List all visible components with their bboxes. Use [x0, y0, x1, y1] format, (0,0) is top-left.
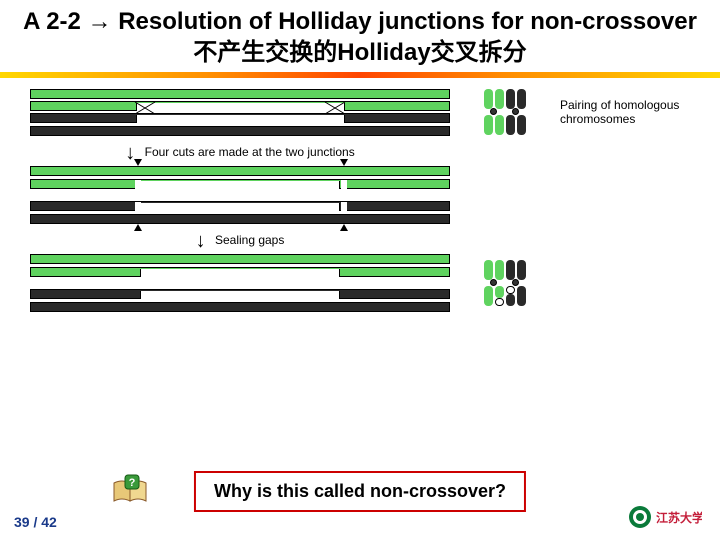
university-name: 江苏大学: [656, 510, 702, 525]
chromosome-sealed: [450, 260, 560, 306]
title-area: A 2-2 → Resolution of Holliday junctions…: [0, 0, 720, 70]
slide-container: A 2-2 → Resolution of Holliday junctions…: [0, 0, 720, 540]
title-english: A 2-2 → Resolution of Holliday junctions…: [20, 8, 700, 37]
strand-g2-cut: [30, 179, 450, 189]
page-total: 42: [41, 514, 57, 530]
svg-text:?: ?: [129, 477, 136, 489]
stage-sealed: [30, 253, 690, 313]
label-sealing: Sealing gaps: [215, 233, 284, 247]
label-cuts: Four cuts are made at the two junctions: [145, 145, 355, 159]
stage-cut: [30, 165, 690, 225]
strand-b2-cut: [30, 214, 450, 224]
strands-pairing: [30, 88, 450, 137]
strand-b2-seal: [30, 302, 450, 312]
title-chinese: 不产生交换的Holliday交叉拆分: [20, 37, 700, 68]
step-sealing: ↓ Sealing gaps: [90, 231, 390, 251]
diagram-zone: Pairing of homologous chromosomes ↓ Four…: [0, 78, 720, 313]
page-current: 39: [14, 514, 30, 530]
strand-green-top: [30, 89, 450, 99]
strands-sealed: [30, 253, 450, 313]
strands-cut: [30, 165, 450, 225]
arrow-down-icon-2: ↓: [196, 231, 206, 251]
strand-b1-seal: [30, 289, 450, 299]
strand-black-bottom: [30, 126, 450, 136]
strand-black-inner: [30, 113, 450, 123]
stage-pairing: Pairing of homologous chromosomes: [30, 88, 690, 137]
university-logo: 江苏大学: [628, 504, 702, 530]
strand-g1-cut: [30, 166, 450, 176]
page-number: 39 / 42: [14, 514, 57, 530]
strand-g1-seal: [30, 254, 450, 264]
strand-b1-cut: [30, 201, 450, 211]
page-sep: /: [30, 514, 42, 530]
question-text: Why is this called non-crossover?: [214, 481, 506, 501]
book-question-icon: ?: [110, 473, 156, 514]
label-pairing: Pairing of homologous chromosomes: [560, 98, 690, 127]
strand-g2-seal: [30, 267, 450, 277]
question-box: Why is this called non-crossover?: [194, 471, 526, 512]
chromosome-pairing: [450, 89, 560, 135]
